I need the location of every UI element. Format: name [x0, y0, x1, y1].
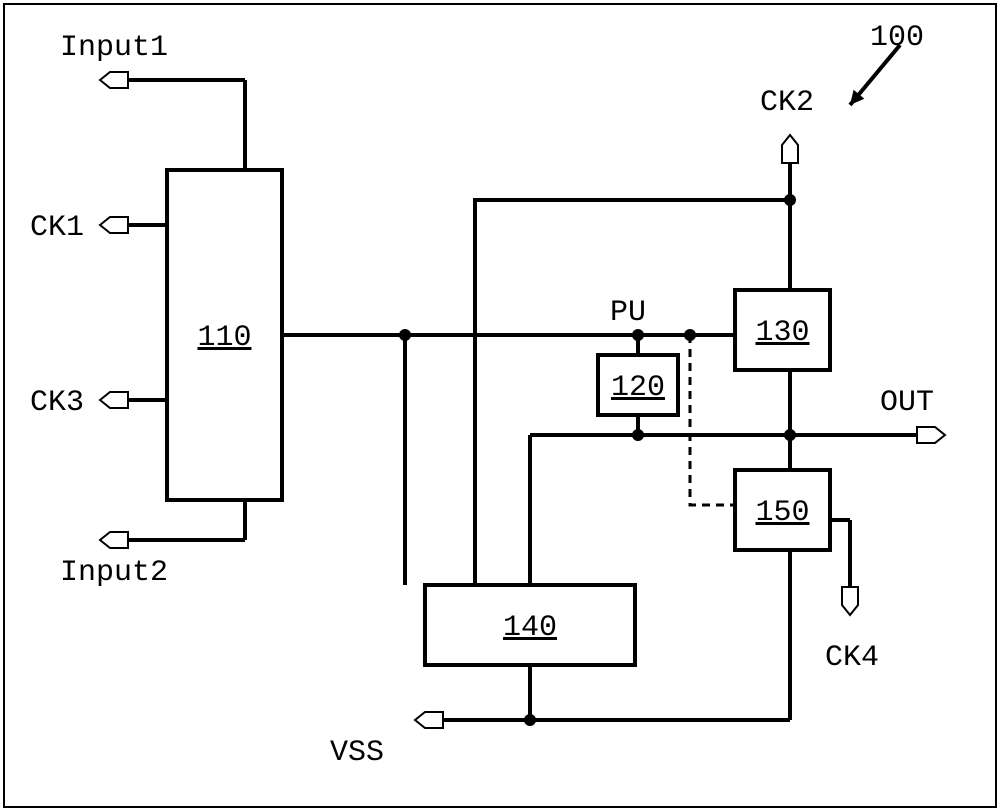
ck2-pin: [782, 135, 798, 163]
label-ck2: CK2: [760, 86, 814, 120]
label-input2: Input2: [60, 556, 168, 590]
label-out: OUT: [880, 386, 934, 420]
node-vss-530: [524, 714, 536, 726]
block-120-label: 120: [611, 371, 665, 405]
vss-pin: [415, 712, 443, 728]
block-140-label: 140: [503, 611, 557, 645]
out-pin: [917, 427, 945, 443]
input1-pin: [100, 72, 128, 88]
wire-pu-to-150-dashed: [690, 335, 735, 505]
label-ck4: CK4: [825, 641, 879, 675]
label-ck3: CK3: [30, 386, 84, 420]
label-vss: VSS: [330, 736, 384, 770]
node-out-638: [632, 429, 644, 441]
block-110-label: 110: [197, 321, 251, 355]
ck3-pin: [100, 392, 128, 408]
node-pu-690: [684, 329, 696, 341]
node-pu-638: [632, 329, 644, 341]
block-150-label: 150: [755, 496, 809, 530]
input2-pin: [100, 532, 128, 548]
ck1-pin: [100, 217, 128, 233]
node-ck2-tap: [784, 194, 796, 206]
block-130-label: 130: [755, 316, 809, 350]
ck4-pin: [842, 587, 858, 615]
label-pu: PU: [610, 296, 646, 330]
outer-frame: [4, 4, 996, 807]
node-out-790: [784, 429, 796, 441]
label-ck1: CK1: [30, 211, 84, 245]
label-input1: Input1: [60, 31, 168, 65]
node-pu-405: [399, 329, 411, 341]
